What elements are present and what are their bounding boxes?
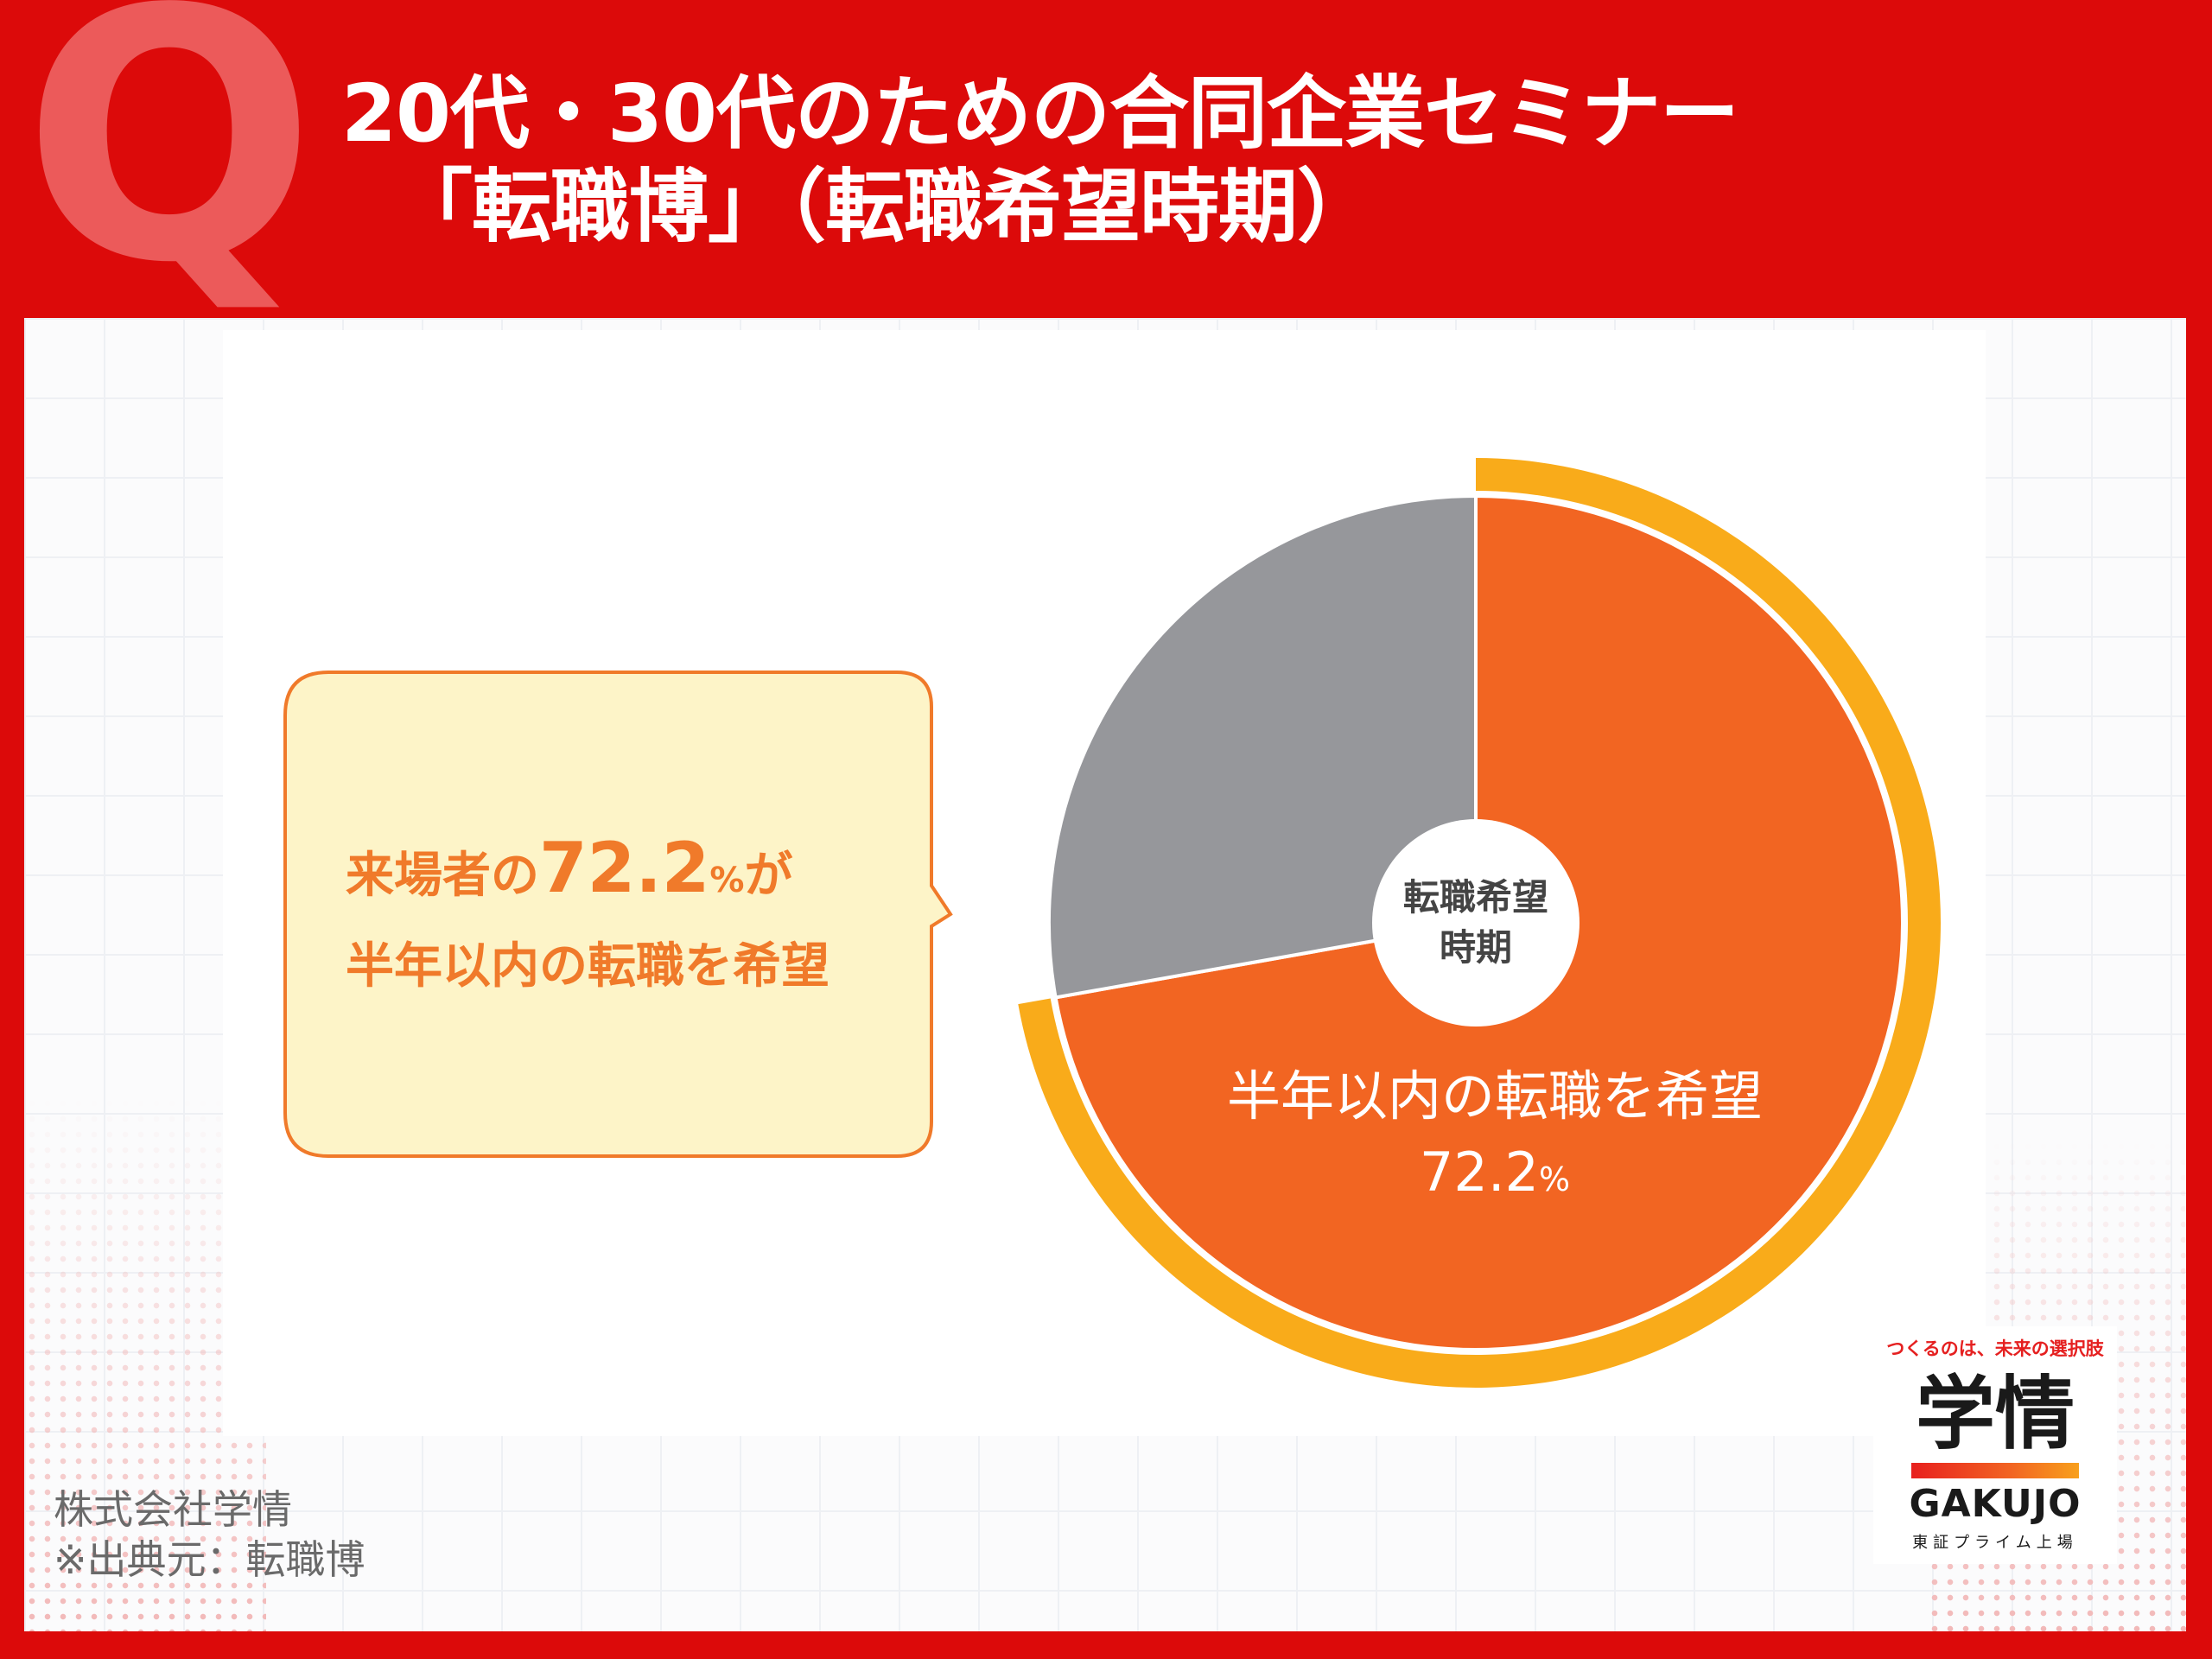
q-mark: Q <box>22 0 317 339</box>
slice-label-highlighted: 半年以内の転職を希望 72.2% <box>1184 1058 1806 1217</box>
slice-percent-sign: % <box>1538 1160 1571 1198</box>
callout-suffix: が <box>744 848 793 904</box>
title-line-2: 「転職博」（転職希望時期） <box>393 161 1376 253</box>
callout-line-2: 半年以内の転職を希望 <box>346 938 830 995</box>
callout-value: 72.2 <box>539 828 710 908</box>
footer-source: ※出典元：転職博 <box>54 1536 365 1583</box>
slice-label-percent: 72.2% <box>1184 1135 1806 1217</box>
page-title: 20代・30代のための合同企業セミナー 「転職博」（転職希望時期） <box>341 67 1739 254</box>
footer-company: 株式会社学情 <box>54 1486 292 1533</box>
logo-gradient-bar <box>1911 1463 2079 1478</box>
center-hole <box>1372 819 1580 1027</box>
center-label-line-1: 転職希望 <box>1402 876 1548 918</box>
title-line-1: 20代・30代のための合同企業セミナー <box>341 67 1739 160</box>
callout-prefix: 来場者の <box>346 848 539 904</box>
center-label: 転職希望 時期 <box>1381 873 1571 973</box>
center-label-line-2: 時期 <box>1439 926 1512 969</box>
pie-slice-1 <box>1047 493 1478 1000</box>
slice-percent-value: 72.2 <box>1419 1141 1539 1204</box>
slice-label-text: 半年以内の転職を希望 <box>1226 1065 1763 1128</box>
callout-bubble <box>283 671 953 1158</box>
logo-kanji: 学情 <box>1915 1368 2075 1460</box>
logo-tagline: つくるのは、未来の選択肢 <box>1886 1338 2104 1359</box>
logo-roman: GAKUJO <box>1909 1482 2082 1526</box>
gakujo-logo: つくるのは、未来の選択肢 学情 GAKUJO 東証プライム上場 <box>1873 1326 2117 1564</box>
callout-percent-sign: % <box>709 861 745 900</box>
logo-listing: 東証プライム上場 <box>1912 1534 2078 1552</box>
callout-line-1: 来場者の72.2%が <box>346 825 881 924</box>
footer-credit: 株式会社学情 ※出典元：転職博 <box>54 1484 365 1585</box>
callout-text: 来場者の72.2%が 半年以内の転職を希望 <box>346 825 881 1010</box>
